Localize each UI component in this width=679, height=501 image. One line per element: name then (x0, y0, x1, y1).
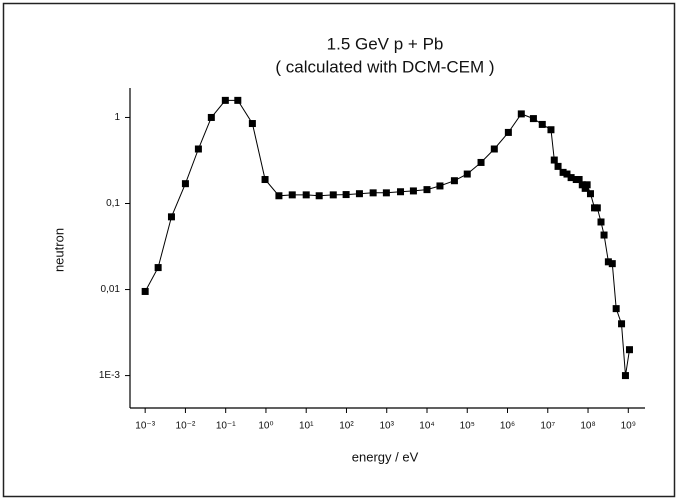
data-point (538, 120, 546, 128)
x-tick-label: 10⁰ (258, 421, 273, 432)
data-point (600, 231, 608, 239)
y-tick-label: 0,01 (101, 284, 121, 295)
y-tick-label: 0,1 (106, 198, 120, 209)
data-point (575, 176, 583, 184)
y-axis-label: neutron (51, 228, 66, 272)
data-point (604, 258, 612, 266)
data-point (477, 158, 485, 166)
data-point (342, 191, 350, 199)
data-point (450, 177, 458, 185)
x-tick-label: 10⁸ (580, 421, 595, 432)
data-point (409, 187, 417, 195)
data-point (554, 162, 562, 170)
x-tick-label: 10¹ (299, 421, 314, 432)
data-point (547, 126, 555, 134)
data-point (288, 191, 296, 199)
data-point (567, 174, 575, 182)
data-point (315, 192, 323, 200)
data-point (597, 218, 605, 226)
data-point (563, 170, 571, 178)
data-point (612, 305, 620, 313)
data-point (504, 128, 512, 136)
data-point (581, 184, 589, 192)
data-point (463, 170, 471, 178)
data-point (583, 181, 591, 189)
x-tick-label: 10⁷ (540, 421, 555, 432)
data-point (167, 213, 175, 221)
x-axis-label: energy / eV (352, 449, 419, 464)
data-point (625, 346, 633, 354)
data-point (248, 120, 256, 128)
y-tick-label: 1E-3 (99, 370, 121, 381)
data-point (550, 156, 558, 164)
chart-subtitle: ( calculated with DCM-CEM ) (275, 57, 494, 76)
data-line (144, 99, 630, 376)
x-tick-label: 10⁻² (176, 421, 196, 432)
data-point (423, 186, 431, 194)
x-tick-label: 10⁻³ (135, 421, 155, 432)
x-tick-label: 10³ (380, 421, 395, 432)
data-point (517, 110, 525, 118)
data-point (621, 372, 629, 380)
data-point (369, 189, 377, 197)
x-tick-label: 10⁴ (419, 421, 434, 432)
data-point (221, 96, 229, 104)
data-point (141, 287, 149, 295)
data-point (261, 176, 269, 184)
data-point (207, 113, 215, 121)
data-point (382, 189, 390, 197)
data-point (302, 191, 310, 199)
data-point (436, 182, 444, 190)
data-point (490, 145, 498, 153)
data-point (234, 96, 242, 104)
y-tick-label: 1 (114, 112, 120, 123)
data-point (608, 260, 616, 268)
data-point (559, 168, 567, 176)
data-point (397, 188, 405, 196)
chart-title: 1.5 GeV p + Pb (327, 34, 444, 53)
data-point (586, 190, 594, 198)
x-tick-label: 10⁹ (621, 421, 636, 432)
data-point (329, 191, 337, 199)
data-point (181, 180, 189, 188)
x-tick-label: 10⁻¹ (216, 421, 236, 432)
x-tick-label: 10⁶ (500, 421, 515, 432)
data-point (154, 264, 162, 272)
x-tick-label: 10² (339, 421, 354, 432)
data-point (578, 181, 586, 189)
data-point (593, 204, 601, 212)
x-tick-label: 10⁵ (460, 421, 475, 432)
data-point (355, 190, 363, 198)
data-point (275, 192, 283, 200)
data-point (618, 320, 626, 328)
data-point (194, 145, 202, 153)
data-point (529, 115, 537, 123)
